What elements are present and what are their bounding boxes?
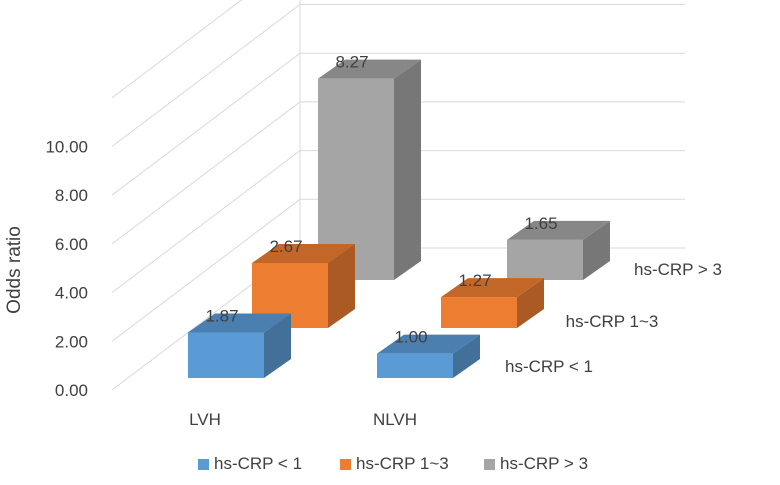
bar-nlvh-series-1: 1.27 <box>441 271 544 328</box>
bar-side <box>517 278 544 328</box>
data-label: 1.27 <box>458 271 491 290</box>
category-label: NLVH <box>373 410 417 429</box>
bar-side <box>394 59 421 280</box>
bar-front <box>507 239 583 280</box>
series-depth-label: hs-CRP 1~3 <box>566 312 659 331</box>
y-tick-label: 8.00 <box>55 186 88 205</box>
bar-side <box>583 220 610 280</box>
bar-side <box>328 243 355 328</box>
bars: 1.65 8.27 1.27 2.67 1.00 1.87 <box>188 53 610 378</box>
legend-label: hs-CRP > 3 <box>500 454 589 473</box>
legend-item: hs-CRP > 3 <box>484 452 588 476</box>
series-depth-label: hs-CRP < 1 <box>505 357 593 376</box>
y-axis-ticks: 0.00 2.00 4.00 6.00 8.00 10.00 <box>45 138 88 401</box>
legend-item: hs-CRP 1~3 <box>340 452 449 476</box>
legend-item: hs-CRP < 1 <box>198 452 302 476</box>
gridline-top <box>111 0 243 99</box>
legend-swatch <box>198 458 209 470</box>
bar-side <box>453 334 480 378</box>
bar-nlvh-series-0: 1.00 <box>377 328 480 378</box>
legend-swatch <box>484 458 495 470</box>
series-depth-label: hs-CRP > 3 <box>634 260 722 279</box>
legend: hs-CRP < 1 hs-CRP 1~3 hs-CRP > 3 <box>0 452 780 476</box>
legend-label: hs-CRP 1~3 <box>356 454 449 473</box>
data-label: 8.27 <box>335 53 368 72</box>
bar-front <box>377 353 453 378</box>
bar-top <box>318 59 421 79</box>
y-tick-label: 4.00 <box>55 284 88 303</box>
data-label: 1.87 <box>205 306 238 325</box>
series-depth-labels: hs-CRP < 1 hs-CRP 1~3 hs-CRP > 3 <box>505 260 722 376</box>
bar-side <box>264 313 291 378</box>
data-label: 1.65 <box>524 214 557 233</box>
y-axis-label: Odds ratio <box>4 226 25 314</box>
bar-top <box>377 334 480 354</box>
bar-front <box>188 332 264 378</box>
bar-lvh-series-2: 8.27 <box>318 53 421 280</box>
bar-top <box>507 220 610 240</box>
gridlines <box>111 0 685 391</box>
bar-lvh-series-0: 1.87 <box>188 306 291 378</box>
bar-top <box>252 243 355 263</box>
bar-top <box>188 313 291 333</box>
bar-front <box>441 297 517 328</box>
category-labels: LVH NLVH <box>189 410 417 429</box>
y-tick-label: 0.00 <box>55 381 88 400</box>
legend-label: hs-CRP < 1 <box>214 454 303 473</box>
legend-swatch <box>340 458 351 470</box>
y-tick-label: 2.00 <box>55 332 88 351</box>
y-tick-label: 6.00 <box>55 235 88 254</box>
bar-top <box>441 278 544 298</box>
data-label: 1.00 <box>394 328 427 347</box>
bar-nlvh-series-2: 1.65 <box>507 214 610 280</box>
y-tick-label: 10.00 <box>45 138 88 157</box>
data-label: 2.67 <box>269 237 302 256</box>
category-label: LVH <box>189 410 221 429</box>
